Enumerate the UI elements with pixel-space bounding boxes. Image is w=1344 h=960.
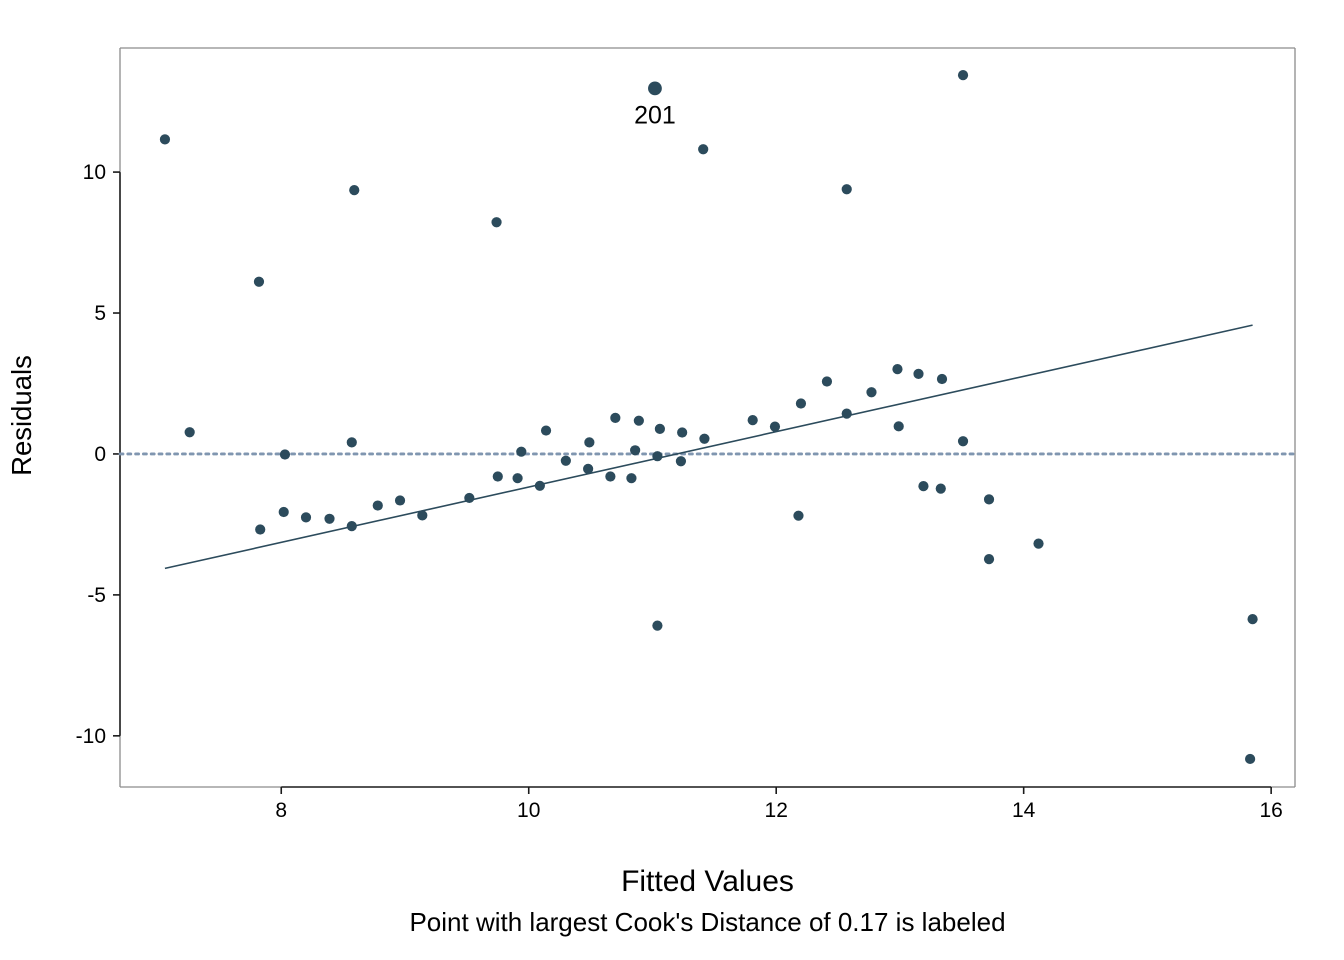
svg-text:12: 12 <box>765 799 788 822</box>
svg-text:16: 16 <box>1259 799 1282 822</box>
svg-text:10: 10 <box>83 161 106 184</box>
svg-text:201: 201 <box>634 101 676 129</box>
svg-text:Point with largest Cook's Dist: Point with largest Cook's Distance of 0.… <box>409 907 1005 937</box>
svg-text:8: 8 <box>275 799 287 822</box>
svg-text:14: 14 <box>1012 799 1036 822</box>
svg-text:-5: -5 <box>87 584 106 607</box>
svg-text:-10: -10 <box>76 725 106 748</box>
svg-text:Residuals: Residuals <box>6 355 37 476</box>
svg-text:10: 10 <box>517 799 540 822</box>
svg-text:0: 0 <box>94 443 106 466</box>
svg-text:Fitted Values: Fitted Values <box>621 865 794 898</box>
svg-text:5: 5 <box>94 302 106 325</box>
